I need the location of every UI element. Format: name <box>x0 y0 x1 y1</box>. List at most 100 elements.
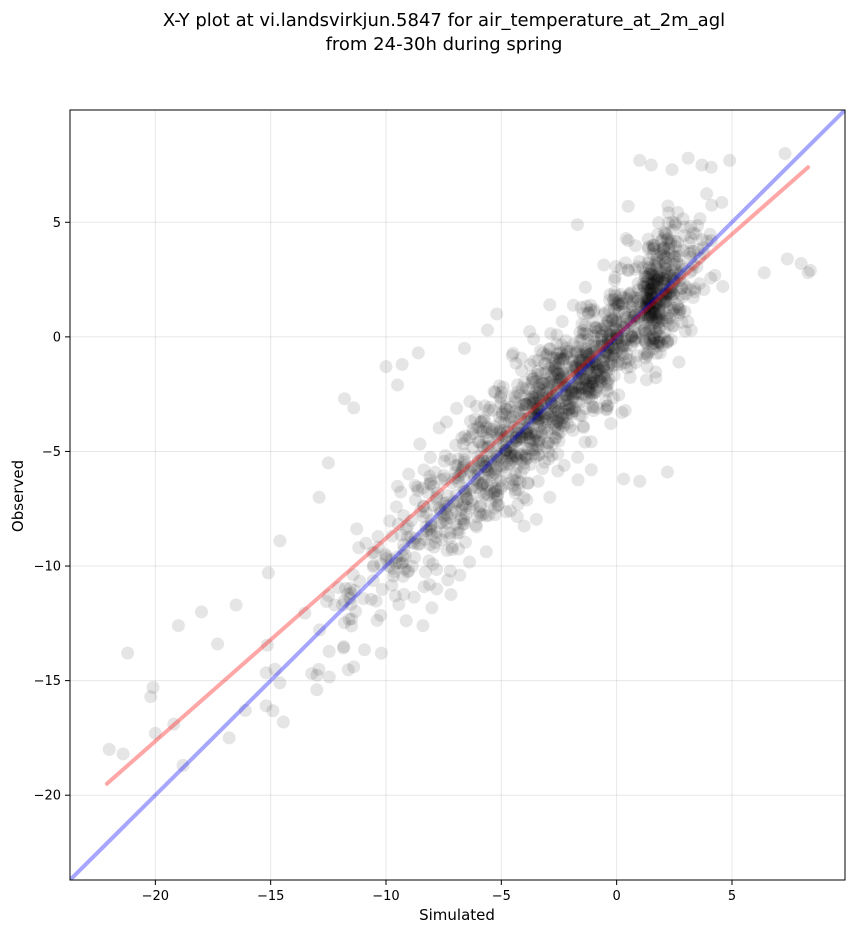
scatter-point <box>418 565 432 579</box>
scatter-point <box>549 415 563 429</box>
scatter-point <box>658 227 672 241</box>
scatter-point <box>551 414 565 428</box>
scatter-point <box>661 335 675 349</box>
scatter-point <box>618 404 632 418</box>
scatter-point <box>408 493 422 507</box>
scatter-point <box>531 407 545 421</box>
scatter-point <box>529 374 543 388</box>
scatter-point <box>602 349 616 363</box>
scatter-point <box>562 389 576 403</box>
scatter-point <box>564 386 578 400</box>
scatter-point <box>602 358 616 372</box>
scatter-point <box>649 296 663 310</box>
scatter-point <box>102 742 116 756</box>
scatter-point <box>522 382 536 396</box>
scatter-point <box>305 667 319 681</box>
scatter-point <box>585 400 599 414</box>
scatter-point <box>499 402 513 416</box>
scatter-point <box>515 381 529 395</box>
scatter-point <box>471 468 485 482</box>
scatter-point <box>652 305 666 319</box>
scatter-point <box>675 281 689 295</box>
scatter-point <box>451 471 465 485</box>
scatter-point <box>536 376 550 390</box>
scatter-point <box>524 411 538 425</box>
scatter-point <box>541 436 555 450</box>
scatter-point <box>594 375 608 389</box>
scatter-point <box>379 360 393 374</box>
scatter-point <box>646 336 660 350</box>
scatter-point <box>474 424 488 438</box>
scatter-point <box>518 412 532 426</box>
scatter-point <box>627 310 641 324</box>
scatter-point <box>506 472 520 486</box>
scatter-point <box>343 581 357 595</box>
scatter-point <box>623 288 637 302</box>
scatter-point <box>492 379 506 393</box>
scatter-point <box>643 306 657 320</box>
scatter-point <box>514 351 528 365</box>
scatter-point <box>687 244 701 258</box>
scatter-point <box>544 392 558 406</box>
scatter-point <box>685 263 699 277</box>
scatter-point <box>642 267 656 281</box>
scatter-point <box>510 424 524 438</box>
scatter-point <box>387 565 401 579</box>
scatter-point <box>457 341 471 355</box>
scatter-point <box>611 332 625 346</box>
scatter-point <box>612 388 626 402</box>
scatter-point <box>508 390 522 404</box>
scatter-point <box>678 262 692 276</box>
scatter-point <box>587 303 601 317</box>
scatter-point <box>542 445 556 459</box>
scatter-point <box>473 499 487 513</box>
scatter-point <box>343 592 357 606</box>
scatter-point <box>498 443 512 457</box>
scatter-point <box>482 422 496 436</box>
scatter-point <box>626 294 640 308</box>
scatter-point <box>668 218 682 232</box>
scatter-point <box>545 412 559 426</box>
scatter-point <box>529 385 543 399</box>
scatter-point <box>594 373 608 387</box>
scatter-point <box>588 320 602 334</box>
scatter-point <box>650 316 664 330</box>
scatter-point <box>488 466 502 480</box>
scatter-point <box>475 415 489 429</box>
scatter-point <box>457 517 471 531</box>
scatter-point <box>550 374 564 388</box>
scatter-point <box>511 422 525 436</box>
scatter-point <box>549 362 563 376</box>
scatter-point <box>520 397 534 411</box>
scatter-point <box>677 244 691 258</box>
scatter-point <box>513 388 527 402</box>
scatter-point <box>660 308 674 322</box>
scatter-point <box>549 384 563 398</box>
scatter-point <box>520 415 534 429</box>
scatter-point <box>528 427 542 441</box>
scatter-point <box>642 324 656 338</box>
scatter-point <box>659 269 673 283</box>
scatter-point <box>371 540 385 554</box>
scatter-point <box>503 504 517 518</box>
scatter-point <box>656 232 670 246</box>
scatter-point <box>654 336 668 350</box>
scatter-point <box>626 300 640 314</box>
scatter-point <box>680 280 694 294</box>
scatter-point <box>500 454 514 468</box>
scatter-point <box>641 302 655 316</box>
scatter-point <box>529 434 543 448</box>
scatter-point <box>667 301 681 315</box>
scatter-point <box>529 429 543 443</box>
scatter-point <box>359 536 373 550</box>
scatter-point <box>573 381 587 395</box>
scatter-point <box>557 352 571 366</box>
scatter-point <box>565 401 579 415</box>
scatter-point <box>557 394 571 408</box>
scatter-point <box>596 353 610 367</box>
scatter-point <box>487 385 501 399</box>
scatter-point <box>523 358 537 372</box>
scatter-point <box>576 362 590 376</box>
scatter-point <box>567 359 581 373</box>
scatter-point <box>642 292 656 306</box>
